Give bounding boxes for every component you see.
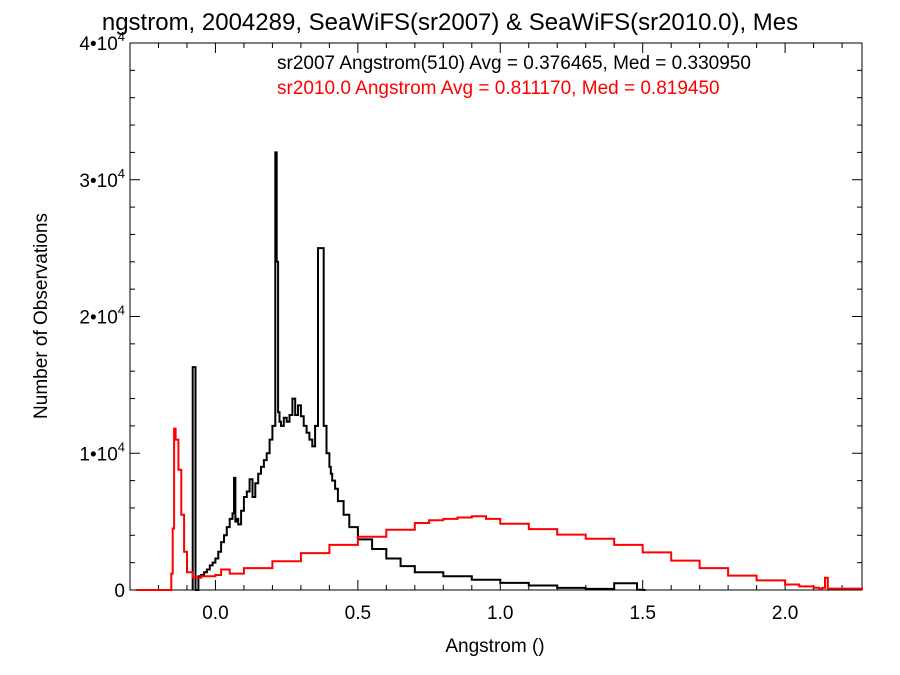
y-tick-mantissa: 1•10: [79, 444, 117, 465]
y-tick-exponent: 4: [118, 439, 125, 454]
x-tick-label: 1.5: [629, 603, 655, 624]
y-tick-label: 4•104: [79, 29, 125, 55]
y-tick-exponent: 4: [118, 303, 125, 318]
y-tick-exponent: 4: [118, 166, 125, 181]
y-tick-mantissa: 3•10: [79, 171, 117, 192]
y-tick-mantissa: 4•10: [79, 34, 117, 55]
x-tick-label: 0.0: [202, 603, 228, 624]
y-tick-label: 2•104: [79, 303, 125, 329]
annotation-sr2007-stats: sr2007 Angstrom(510) Avg = 0.376465, Med…: [277, 53, 751, 74]
y-tick-exponent: 4: [118, 29, 125, 44]
x-axis-label: Angstrom (): [445, 636, 544, 657]
y-tick-label: 0: [114, 581, 125, 602]
x-tick-label: 2.0: [772, 603, 798, 624]
chart-title: ngstrom, 2004289, SeaWiFS(sr2007) & SeaW…: [102, 9, 798, 36]
annotation-sr2010-stats: sr2010.0 Angstrom Avg = 0.811170, Med = …: [277, 78, 720, 99]
y-tick-mantissa: 2•10: [79, 308, 117, 329]
y-tick-mantissa: 0: [114, 581, 125, 602]
y-tick-label: 1•104: [79, 439, 125, 465]
plot-frame: [129, 42, 863, 591]
x-tick-label: 1.0: [487, 603, 513, 624]
series-line-1: [135, 427, 863, 591]
series-line-0: [191, 151, 646, 591]
x-tick-label: 0.5: [345, 603, 371, 624]
y-axis-label: Number of Observations: [31, 213, 52, 419]
y-tick-label: 3•104: [79, 166, 125, 192]
